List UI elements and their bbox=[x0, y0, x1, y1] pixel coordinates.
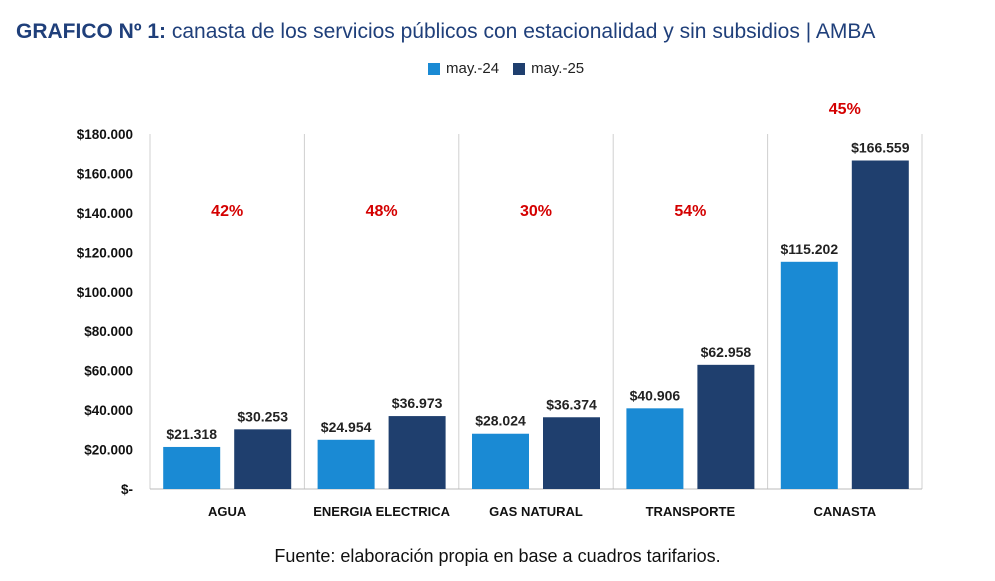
legend-swatch-may25 bbox=[513, 62, 526, 75]
chart-title-lead: GRAFICO Nº 1: bbox=[16, 20, 167, 43]
y-tick-label: $- bbox=[121, 482, 133, 497]
y-tick-label: $100.000 bbox=[77, 285, 133, 300]
legend-item-may24: may.-24 bbox=[428, 60, 499, 77]
bar bbox=[234, 429, 292, 489]
data-label: $30.253 bbox=[237, 408, 288, 424]
x-tick-label: AGUA bbox=[208, 504, 247, 519]
data-label: $62.958 bbox=[701, 344, 752, 360]
x-tick-label: TRANSPORTE bbox=[646, 504, 736, 519]
x-tick-label: CANASTA bbox=[814, 504, 877, 519]
data-label: $115.202 bbox=[780, 241, 838, 257]
bar bbox=[626, 408, 684, 489]
data-label: $28.024 bbox=[475, 413, 526, 429]
bar bbox=[851, 160, 909, 489]
y-tick-label: $60.000 bbox=[84, 364, 133, 379]
chart-title-rest: canasta de los servicios públicos con es… bbox=[166, 20, 876, 43]
pct-change-label: 48% bbox=[366, 203, 398, 220]
legend-label-may24: may.-24 bbox=[446, 60, 500, 77]
y-tick-label: $140.000 bbox=[77, 206, 133, 221]
pct-change-label: 42% bbox=[211, 203, 243, 220]
pct-change-label: 54% bbox=[674, 203, 706, 220]
bar bbox=[543, 417, 600, 489]
legend-swatch-may24 bbox=[428, 62, 440, 75]
data-label: $21.318 bbox=[166, 426, 217, 442]
bar bbox=[697, 364, 755, 489]
y-tick-label: $20.000 bbox=[84, 443, 133, 458]
chart-legend: may.-24 may.-25 bbox=[428, 60, 598, 77]
y-tick-label: $160.000 bbox=[77, 166, 133, 181]
bar bbox=[163, 446, 221, 489]
data-label: $36.374 bbox=[546, 396, 597, 412]
bar bbox=[388, 416, 446, 489]
data-label: $24.954 bbox=[321, 419, 372, 435]
source-note: Fuente: elaboración propia en base a cua… bbox=[274, 546, 721, 566]
data-label: $40.906 bbox=[630, 387, 681, 403]
y-tick-label: $180.000 bbox=[77, 127, 133, 142]
y-tick-label: $40.000 bbox=[84, 403, 133, 418]
bar bbox=[317, 439, 375, 489]
x-tick-label: ENERGIA ELECTRICA bbox=[313, 504, 450, 519]
y-tick-label: $120.000 bbox=[77, 245, 133, 260]
bar bbox=[780, 261, 838, 489]
pct-change-label: 30% bbox=[520, 203, 552, 220]
y-tick-label: $80.000 bbox=[84, 324, 133, 339]
chart-title: GRAFICO Nº 1: canasta de los servicios p… bbox=[16, 20, 875, 44]
data-label: $166.559 bbox=[851, 140, 910, 156]
pct-change-label: 45% bbox=[829, 101, 861, 118]
legend-item-may25: may.-25 bbox=[513, 60, 584, 77]
bar bbox=[472, 433, 529, 489]
x-tick-label: GAS NATURAL bbox=[489, 504, 583, 519]
legend-label-may25: may.-25 bbox=[531, 60, 585, 77]
data-label: $36.973 bbox=[392, 395, 443, 411]
